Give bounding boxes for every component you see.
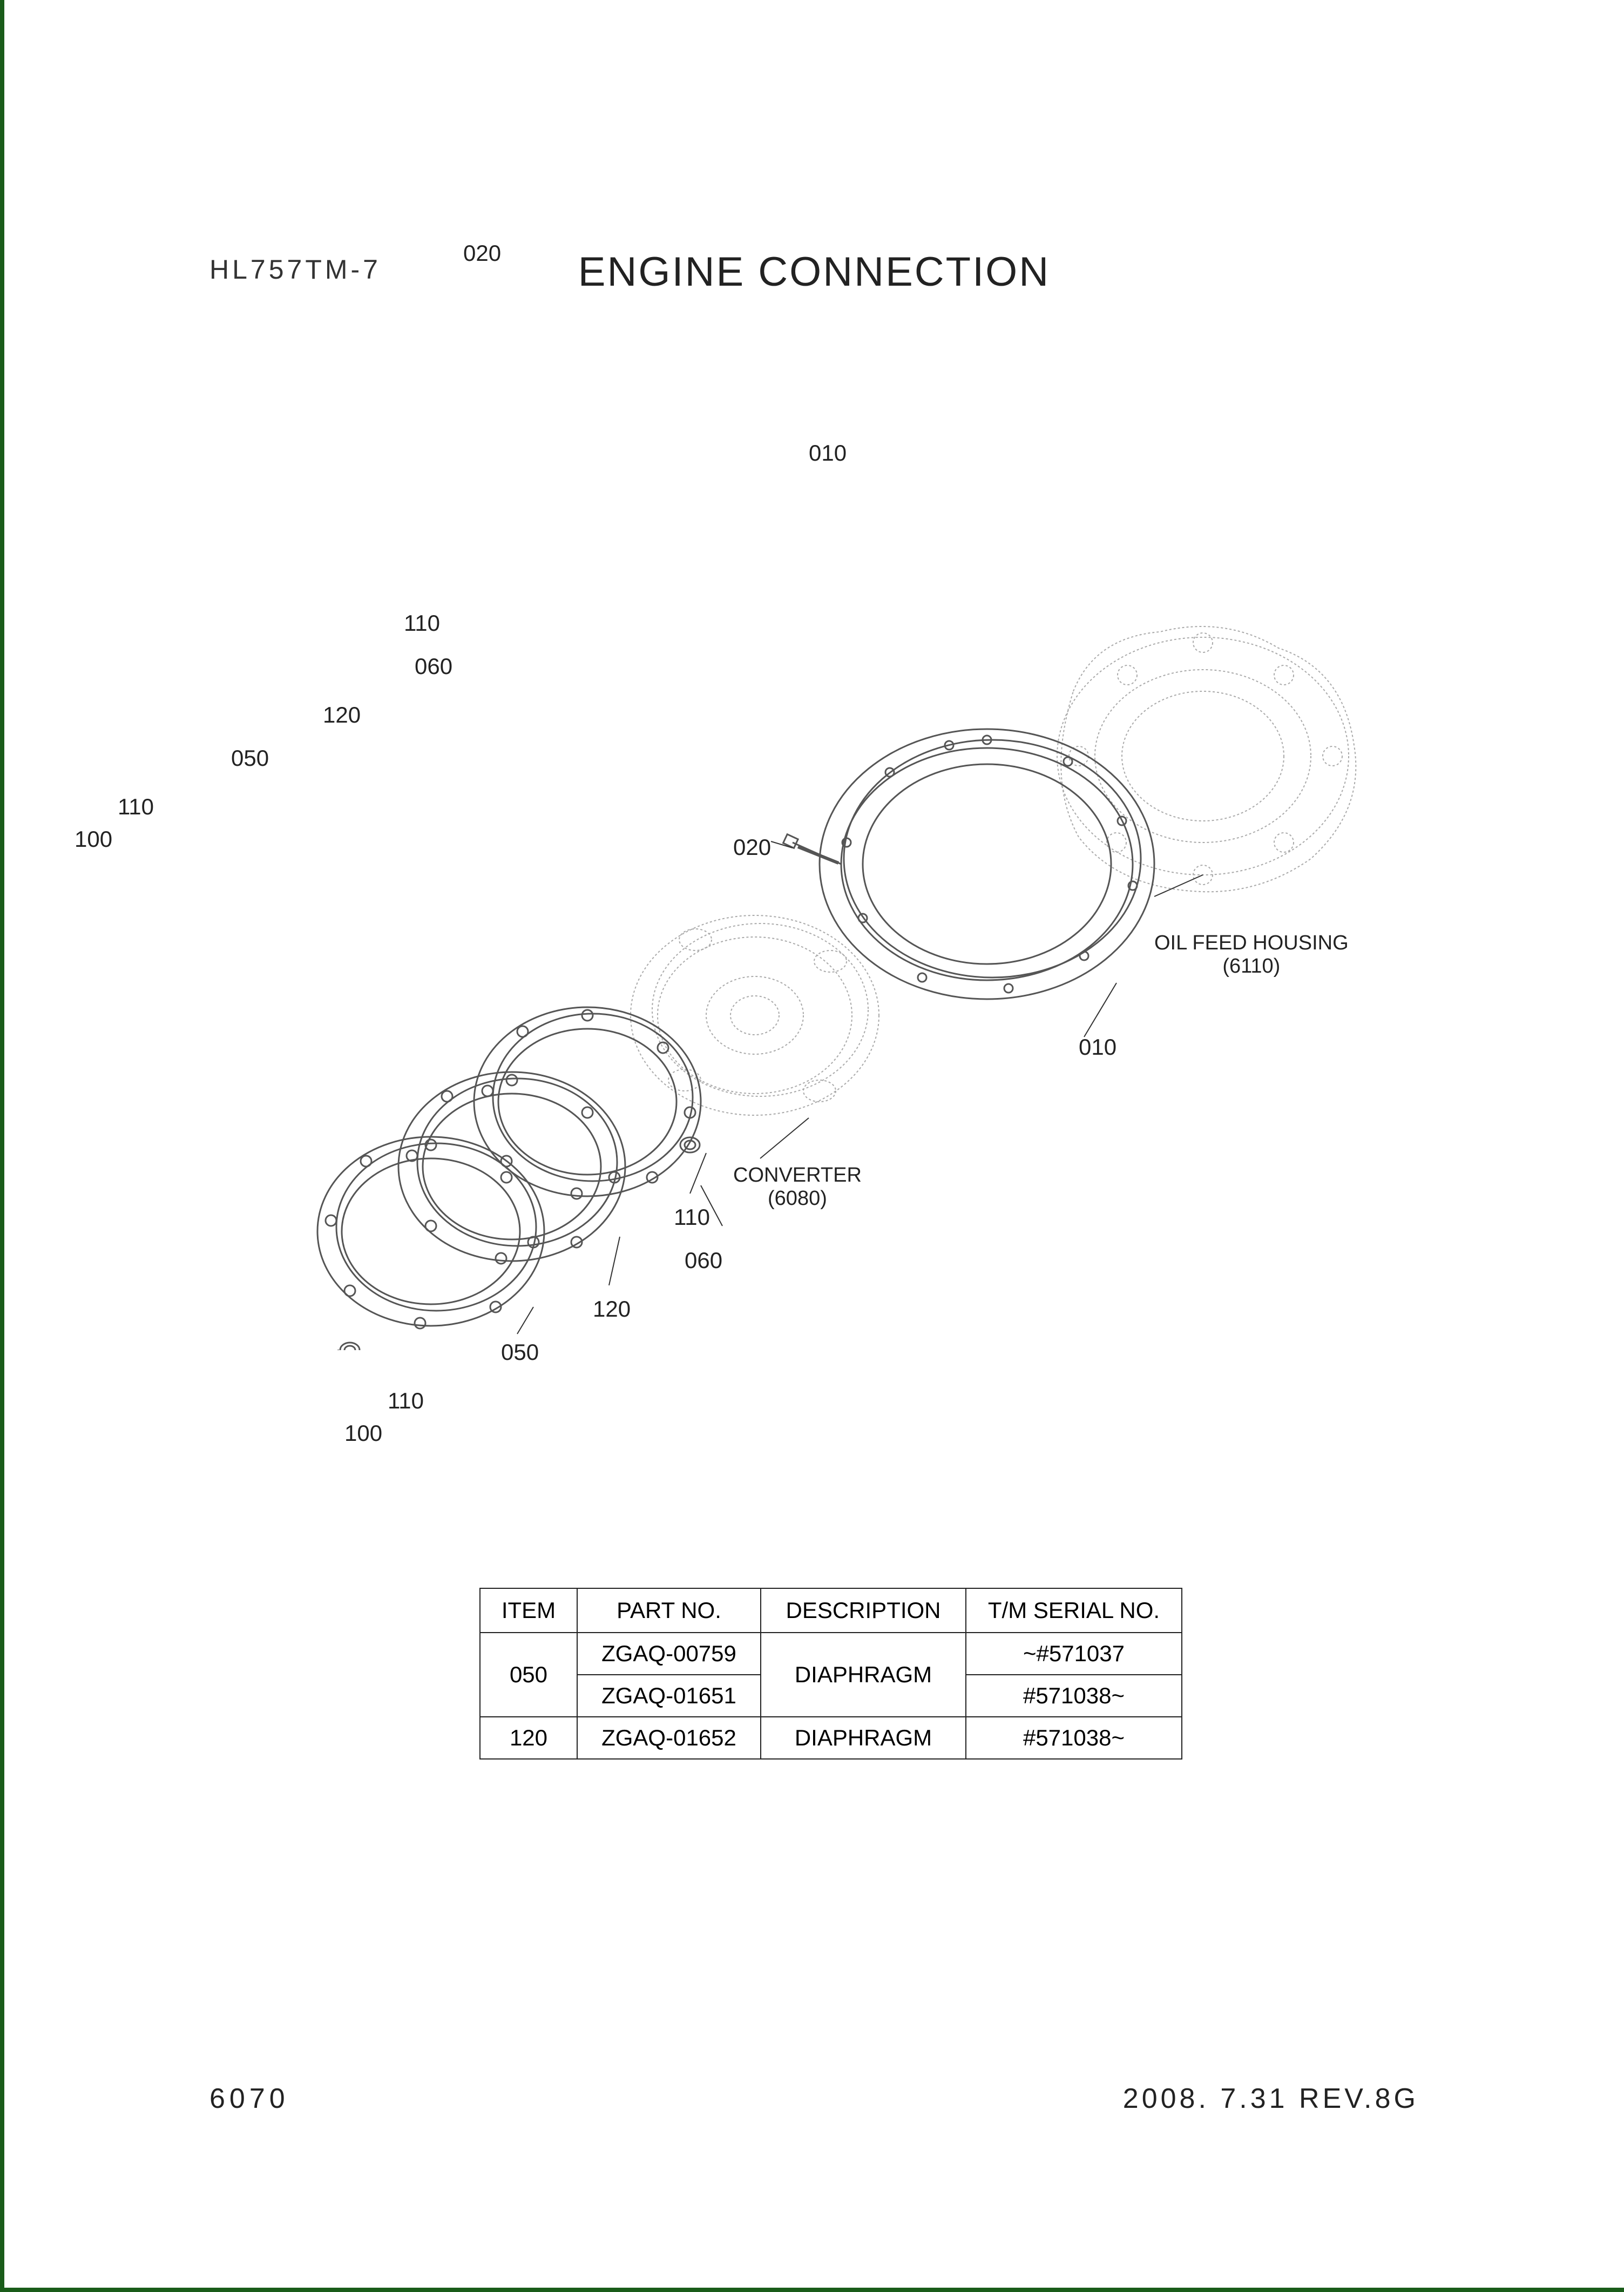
callout-120-abs: 120 [593,1296,631,1322]
table-row: 050 ZGAQ-00759 DIAPHRAGM ~#571037 [480,1633,1182,1675]
callout-110a: 110 [404,610,440,636]
callout-050-abs: 050 [501,1339,539,1365]
cell-part: ZGAQ-00759 [577,1633,761,1675]
callout-110a-abs: 110 [674,1204,710,1230]
callout-100: 100 [75,826,112,852]
callout-110b: 110 [118,794,154,820]
ref-code: (6080) [768,1187,827,1210]
ref-converter: CONVERTER (6080) [733,1164,862,1210]
parts-table: ITEM PART NO. DESCRIPTION T/M SERIAL NO.… [479,1588,1182,1760]
th-serial: T/M SERIAL NO. [966,1588,1182,1633]
cell-item: 120 [480,1717,577,1759]
cell-desc: DIAPHRAGM [761,1717,966,1759]
cell-desc: DIAPHRAGM [761,1633,966,1717]
page-title: ENGINE CONNECTION [578,249,1050,295]
ref-name: OIL FEED HOUSING [1154,932,1349,954]
callout-100-abs: 100 [344,1420,382,1446]
callout-110b-abs: 110 [388,1388,424,1414]
th-desc: DESCRIPTION [761,1588,966,1633]
callout-120: 120 [323,702,361,728]
callout-020: 020 [463,240,501,266]
table-header-row: ITEM PART NO. DESCRIPTION T/M SERIAL NO. [480,1588,1182,1633]
th-part: PART NO. [577,1588,761,1633]
th-item: ITEM [480,1588,577,1633]
ref-name: CONVERTER [733,1164,862,1187]
cell-serial: ~#571037 [966,1633,1182,1675]
callout-010-abs: 010 [1079,1034,1116,1060]
callout-050: 050 [231,745,269,771]
table-row: 120 ZGAQ-01652 DIAPHRAGM #571038~ [480,1717,1182,1759]
ref-code: (6110) [1222,955,1280,978]
cell-item: 050 [480,1633,577,1717]
callout-020-abs: 020 [733,834,771,860]
ref-oil-feed-housing: OIL FEED HOUSING (6110) [1154,932,1349,978]
callout-010: 010 [809,440,847,466]
cell-serial: #571038~ [966,1675,1182,1717]
page-header: ENGINE CONNECTION [4,248,1624,295]
callout-060: 060 [415,653,452,679]
callout-060-abs: 060 [685,1248,722,1273]
cell-part: ZGAQ-01652 [577,1717,761,1759]
revision-info: 2008. 7.31 REV.8G [1123,2082,1419,2115]
cell-serial: #571038~ [966,1717,1182,1759]
cell-part: ZGAQ-01651 [577,1675,761,1717]
page-number: 6070 [209,2082,289,2115]
